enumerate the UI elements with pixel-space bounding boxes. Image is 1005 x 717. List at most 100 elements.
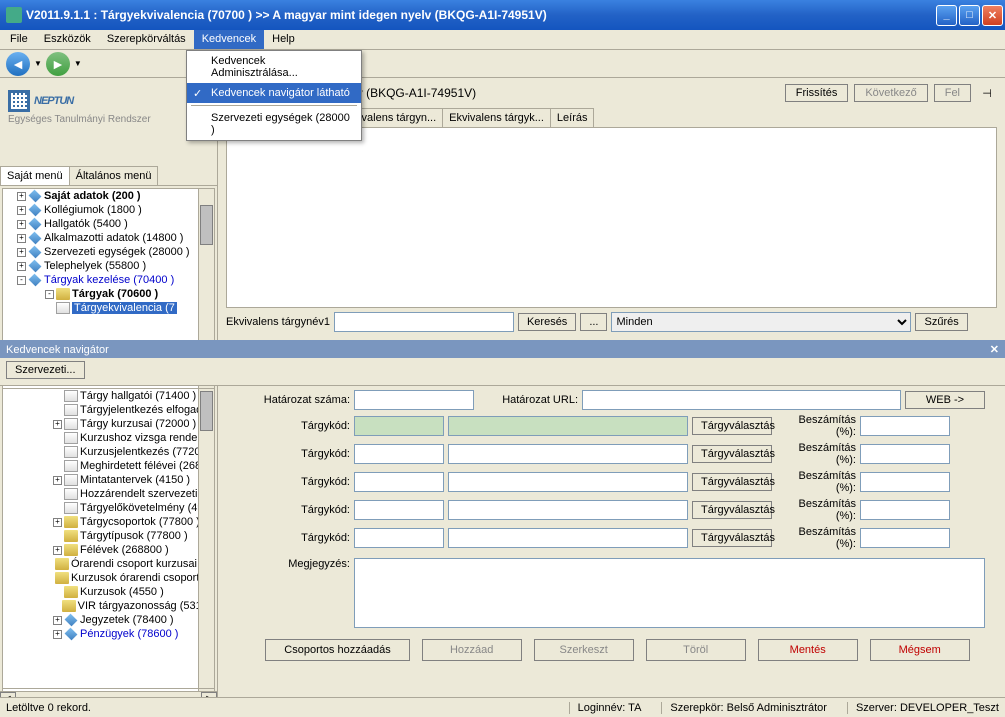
beszam-input[interactable] xyxy=(860,528,950,548)
megj-textarea[interactable] xyxy=(354,558,985,628)
tree-item[interactable]: +Félévek (268800 ) xyxy=(53,543,214,557)
tree-item[interactable]: -Tárgyak kezelése (70400 ) xyxy=(17,273,214,287)
beszam-input[interactable] xyxy=(860,444,950,464)
save-button[interactable]: Mentés xyxy=(758,639,858,661)
tree-item[interactable]: +Tárgycsoportok (77800 ) xyxy=(53,515,214,529)
tree-item[interactable]: +Saját adatok (200 ) xyxy=(17,189,214,203)
menu-eszközök[interactable]: Eszközök xyxy=(36,30,99,49)
tree-item[interactable]: +Alkalmazotti adatok (14800 ) xyxy=(17,231,214,245)
tree-item[interactable]: Kurzusok órarendi csoportja (3 xyxy=(53,571,214,585)
delete-button[interactable]: Töröl xyxy=(646,639,746,661)
targy-select-button[interactable]: Tárgyválasztás xyxy=(692,529,772,547)
expand-icon[interactable]: + xyxy=(53,616,62,625)
chevron-down-icon[interactable]: ▼ xyxy=(74,59,82,68)
expand-icon[interactable]: + xyxy=(17,192,26,201)
expand-icon[interactable]: - xyxy=(17,276,26,285)
hat-szama-input[interactable] xyxy=(354,390,474,410)
maximize-button[interactable]: □ xyxy=(959,5,980,26)
tree-item[interactable]: Tárgyelőkövetelmény (499 xyxy=(53,501,214,515)
expand-icon[interactable]: + xyxy=(53,546,62,555)
close-button[interactable]: ✕ xyxy=(982,5,1003,26)
targy-select-button[interactable]: Tárgyválasztás xyxy=(692,417,772,435)
beszam-input[interactable] xyxy=(860,500,950,520)
tree-view-lower[interactable]: Tárgy hallgatói (71400 )Tárgyjelentkezés… xyxy=(2,388,215,689)
tree-item[interactable]: Tárgyjelentkezés elfogad xyxy=(53,403,214,417)
tree-item[interactable]: Meghirdetett félévei (2686 xyxy=(53,459,214,473)
tree-item[interactable]: Kurzusjelentkezés (77200 xyxy=(53,445,214,459)
refresh-button[interactable]: Frissítés xyxy=(785,84,849,102)
tab-sajat-menu[interactable]: Saját menü xyxy=(0,166,70,185)
expand-icon[interactable]: + xyxy=(53,630,62,639)
expand-icon[interactable]: + xyxy=(17,248,26,257)
content-tab-3[interactable]: Leírás xyxy=(550,108,595,127)
beszam-input[interactable] xyxy=(860,416,950,436)
expand-icon[interactable]: + xyxy=(17,234,26,243)
browse-button[interactable]: ... xyxy=(580,313,607,331)
targy-name-input[interactable] xyxy=(448,500,688,520)
nav-back-button[interactable]: ◄ xyxy=(6,52,30,76)
expand-icon[interactable]: - xyxy=(45,290,54,299)
kedv-close-icon[interactable]: ✕ xyxy=(990,343,999,356)
cancel-button[interactable]: Mégsem xyxy=(870,639,970,661)
group-add-button[interactable]: Csoportos hozzáadás xyxy=(265,639,409,661)
tree-item[interactable]: +Kollégiumok (1800 ) xyxy=(17,203,214,217)
minimize-button[interactable]: _ xyxy=(936,5,957,26)
edit-button[interactable]: Szerkeszt xyxy=(534,639,634,661)
beszam-input[interactable] xyxy=(860,472,950,492)
tree-item[interactable]: +Telephelyek (55800 ) xyxy=(17,259,214,273)
targy-name-input[interactable] xyxy=(448,416,688,436)
tree-item[interactable]: Kurzusok (4550 ) xyxy=(53,585,214,599)
targy-select-button[interactable]: Tárgyválasztás xyxy=(692,501,772,519)
expand-icon[interactable]: + xyxy=(53,476,62,485)
tree-item[interactable]: +Mintatantervek (4150 ) xyxy=(53,473,214,487)
hat-url-input[interactable] xyxy=(582,390,901,410)
targy-select-button[interactable]: Tárgyválasztás xyxy=(692,445,772,463)
content-tab-2[interactable]: Ekvivalens tárgyk... xyxy=(442,108,551,127)
expand-icon[interactable]: + xyxy=(53,420,62,429)
tree-item[interactable]: +Jegyzetek (78400 ) xyxy=(53,613,214,627)
tree-item[interactable]: +Szervezeti egységek (28000 ) xyxy=(17,245,214,259)
expand-icon[interactable]: + xyxy=(17,262,26,271)
dd-admin[interactable]: Kedvencek Adminisztrálása... xyxy=(187,51,361,83)
next-button[interactable]: Következő xyxy=(854,84,927,102)
tree-item[interactable]: Tárgytípusok (77800 ) xyxy=(53,529,214,543)
targy-code-input[interactable] xyxy=(354,416,444,436)
web-button[interactable]: WEB -> xyxy=(905,391,985,409)
targy-name-input[interactable] xyxy=(448,444,688,464)
szervezeti-button[interactable]: Szervezeti... xyxy=(6,361,85,379)
targy-code-input[interactable] xyxy=(354,444,444,464)
search-button[interactable]: Keresés xyxy=(518,313,576,331)
menu-szerepkörváltás[interactable]: Szerepkörváltás xyxy=(99,30,194,49)
tree-item[interactable]: +Tárgy kurzusai (72000 ) xyxy=(53,417,214,431)
tree-item[interactable]: VIR tárgyazonosság (53150 xyxy=(53,599,214,613)
dd-nav-visible[interactable]: ✓ Kedvencek navigátor látható xyxy=(187,83,361,103)
up-button[interactable]: Fel xyxy=(934,84,971,102)
menu-help[interactable]: Help xyxy=(264,30,303,49)
tree-item[interactable]: Tárgyekvivalencia (7 xyxy=(45,301,214,315)
tree-item[interactable]: Tárgy hallgatói (71400 ) xyxy=(53,389,214,403)
search-input[interactable] xyxy=(334,312,514,332)
filter-button[interactable]: Szűrés xyxy=(915,313,967,331)
targy-code-input[interactable] xyxy=(354,472,444,492)
scrollbar[interactable] xyxy=(198,389,214,688)
tree-item[interactable]: +Hallgatók (5400 ) xyxy=(17,217,214,231)
chevron-down-icon[interactable]: ▼ xyxy=(34,59,42,68)
tree-item[interactable]: Kurzushoz vizsga rendelé xyxy=(53,431,214,445)
expand-icon[interactable]: + xyxy=(17,220,26,229)
targy-select-button[interactable]: Tárgyválasztás xyxy=(692,473,772,491)
dd-szervezeti[interactable]: Szervezeti egységek (28000 ) xyxy=(187,108,361,140)
targy-name-input[interactable] xyxy=(448,472,688,492)
menu-kedvencek[interactable]: Kedvencek xyxy=(194,30,264,49)
tree-item[interactable]: Hozzárendelt szervezeti e xyxy=(53,487,214,501)
tab-altalanos-menu[interactable]: Általános menü xyxy=(69,166,159,185)
pin-icon[interactable]: ⊣ xyxy=(977,85,997,101)
expand-icon[interactable]: + xyxy=(53,518,62,527)
nav-forward-button[interactable]: ► xyxy=(46,52,70,76)
menu-file[interactable]: File xyxy=(2,30,36,49)
targy-code-input[interactable] xyxy=(354,500,444,520)
data-grid[interactable] xyxy=(226,128,997,308)
add-button[interactable]: Hozzáad xyxy=(422,639,522,661)
targy-name-input[interactable] xyxy=(448,528,688,548)
tree-item[interactable]: Órarendi csoport kurzusai (55 xyxy=(53,557,214,571)
tree-item[interactable]: -Tárgyak (70600 ) xyxy=(45,287,214,301)
